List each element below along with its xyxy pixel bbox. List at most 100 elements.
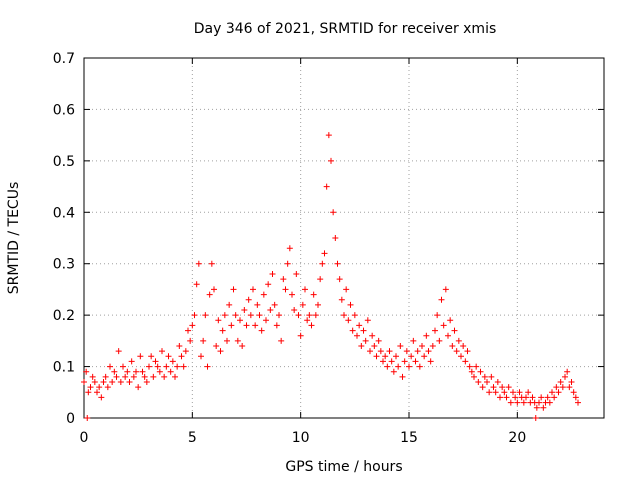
data-point [501,389,508,396]
x-tick-label: 0 [80,430,89,446]
data-point [490,384,497,391]
data-point [169,358,176,365]
data-point [193,281,200,288]
data-point [529,394,536,401]
data-point [232,312,239,319]
data-point [349,327,356,334]
data-point [395,363,402,370]
data-point [510,389,516,396]
data-point [139,368,146,375]
data-point [540,404,547,411]
data-point [386,348,393,355]
data-point [551,394,558,401]
data-point [254,301,261,308]
y-ticks: 0 0.1 0.2 0.3 0.4 0.5 0.6 0.7 [53,51,604,427]
data-point [167,368,174,375]
y-tick-label: 0 [66,411,75,427]
data-point [243,322,250,329]
data-point [380,358,386,365]
data-point [432,327,438,334]
data-point [546,399,553,406]
data-point [356,322,363,329]
grid [84,58,604,418]
data-point [84,415,91,421]
data-point [226,301,233,308]
data-point [377,348,384,355]
data-point [382,353,389,360]
data-point [468,368,475,375]
data-point [575,399,581,406]
data-point [252,322,259,329]
data-point [473,363,480,370]
data-point [165,353,172,360]
data-point [419,343,425,349]
data-point [445,332,451,339]
data-point [198,353,204,360]
data-point [453,348,460,355]
data-point [471,373,477,380]
y-axis-label: SRMTID / TECUs [6,182,22,295]
x-axis-label: GPS time / hours [285,459,402,475]
data-point [302,286,308,293]
data-point [211,286,217,293]
data-point [159,348,165,355]
data-point [156,368,163,375]
data-point [206,291,213,298]
data-point [204,363,211,370]
data-point [191,312,198,319]
data-point [202,312,209,319]
data-point [284,260,291,267]
data-point [143,379,150,385]
data-point [133,368,139,375]
data-point [397,343,404,349]
data-point [414,348,421,355]
data-point [135,384,142,391]
data-point [87,384,94,391]
data-point [423,332,430,339]
data-point [481,373,488,380]
data-point [152,358,159,365]
data-point [572,394,579,401]
data-point [83,368,90,375]
data-point [421,353,428,360]
data-point [267,307,274,313]
x-tick-label: 20 [508,430,526,446]
data-point [113,373,120,380]
y-tick-label: 0.2 [53,308,75,324]
data-point [146,363,152,370]
data-point [544,394,551,401]
x-tick-label: 5 [188,430,197,446]
data-point [516,389,523,396]
data-point [440,322,447,329]
data-point [570,389,577,396]
data-point [434,312,441,319]
data-point [401,358,408,365]
data-point [549,389,555,396]
data-point [137,353,144,360]
data-point [195,260,202,267]
data-point [492,389,499,396]
data-point [128,358,135,365]
data-point [345,317,352,324]
data-point [564,368,571,375]
data-point [96,384,103,391]
data-point [566,384,573,391]
data-point [436,337,443,344]
data-point [466,363,473,370]
data-point [562,373,568,380]
data-point [319,260,326,267]
data-point [115,348,122,355]
data-point [293,271,300,277]
data-point [100,379,107,385]
data-point [104,384,111,391]
data-point [141,373,148,380]
data-point [120,363,126,370]
data-point [499,384,506,391]
data-point [354,332,360,339]
data-point [408,353,415,360]
x-tick-label: 10 [292,430,310,446]
data-point [367,348,373,355]
data-point [390,368,397,375]
y-tick-label: 0.1 [53,360,75,376]
data-point [371,343,378,349]
